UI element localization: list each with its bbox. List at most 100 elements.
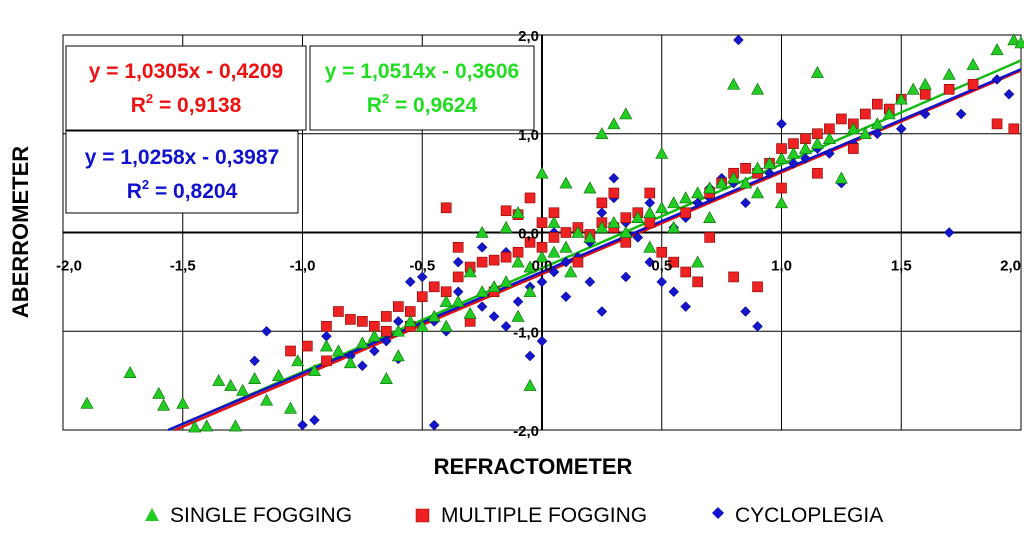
x-tick-label: 2,0 xyxy=(1000,258,1021,275)
r2-text: R2 = 0,9138 xyxy=(131,91,242,117)
point-single-fogging xyxy=(475,225,489,238)
point-single-fogging xyxy=(918,77,932,90)
point-single-fogging xyxy=(228,419,242,432)
point-cycloplegia xyxy=(752,320,763,332)
point-single-fogging xyxy=(1014,36,1024,49)
point-multiple-fogging xyxy=(524,237,536,248)
point-single-fogging xyxy=(499,275,513,288)
point-single-fogging xyxy=(691,186,705,199)
point-multiple-fogging xyxy=(476,256,488,268)
legend-diamond-icon xyxy=(712,507,724,519)
point-multiple-fogging xyxy=(668,256,680,268)
equation-box-single-fogging: y = 1,0514x - 0,3606 R2 = 0,9624 xyxy=(309,45,535,131)
point-single-fogging xyxy=(966,57,980,70)
point-single-fogging xyxy=(822,132,836,144)
point-cycloplegia xyxy=(380,335,392,347)
point-single-fogging xyxy=(763,156,777,169)
point-cycloplegia xyxy=(309,414,320,426)
point-single-fogging xyxy=(882,107,896,120)
point-single-fogging xyxy=(607,117,621,130)
data-points xyxy=(80,33,1024,433)
point-single-fogging xyxy=(152,386,166,399)
point-single-fogging xyxy=(559,240,573,253)
point-single-fogging xyxy=(667,196,681,209)
point-multiple-fogging xyxy=(871,98,883,110)
point-multiple-fogging xyxy=(500,251,512,263)
point-multiple-fogging xyxy=(740,163,751,174)
point-multiple-fogging xyxy=(560,227,572,238)
point-cycloplegia xyxy=(368,345,380,357)
point-single-fogging xyxy=(224,378,238,391)
legend-label-multiple-fogging: MULTIPLE FOGGING xyxy=(441,504,647,527)
point-cycloplegia xyxy=(620,271,632,283)
x-tick-label: 0,0 xyxy=(532,258,553,275)
point-multiple-fogging xyxy=(644,187,656,199)
point-single-fogging xyxy=(679,191,693,204)
point-cycloplegia xyxy=(416,271,428,283)
point-cycloplegia xyxy=(871,128,883,140)
x-tick-label: -2,0 xyxy=(56,258,82,275)
point-single-fogging xyxy=(319,339,333,352)
point-multiple-fogging xyxy=(680,207,692,219)
point-single-fogging xyxy=(583,230,597,243)
equation-text: y = 1,0514x - 0,3606 xyxy=(325,60,519,83)
point-single-fogging xyxy=(260,393,274,406)
point-single-fogging xyxy=(403,314,417,327)
point-cycloplegia xyxy=(776,118,787,130)
r2-text: R2 = 0,9624 xyxy=(367,91,478,117)
y-tick-label: 2,0 xyxy=(518,28,539,45)
point-single-fogging xyxy=(643,206,657,219)
point-cycloplegia xyxy=(512,296,524,307)
point-single-fogging xyxy=(571,225,585,238)
point-single-fogging xyxy=(619,225,633,238)
point-single-fogging xyxy=(564,265,578,278)
x-tick-label: -1,5 xyxy=(170,258,196,275)
point-multiple-fogging xyxy=(596,197,608,209)
point-single-fogging xyxy=(751,82,765,95)
point-single-fogging xyxy=(774,151,789,164)
point-cycloplegia xyxy=(740,197,751,209)
point-single-fogging xyxy=(751,186,765,199)
point-multiple-fogging xyxy=(728,271,739,283)
point-multiple-fogging xyxy=(345,314,356,325)
point-single-fogging xyxy=(391,349,405,362)
point-multiple-fogging xyxy=(572,256,584,268)
point-single-fogging xyxy=(523,378,537,391)
point-single-fogging xyxy=(667,220,681,233)
point-multiple-fogging xyxy=(452,271,464,283)
point-cycloplegia xyxy=(943,227,955,238)
point-cycloplegia xyxy=(955,108,967,120)
point-single-fogging xyxy=(595,127,609,140)
equation-text: y = 1,0305x - 0,4209 xyxy=(89,60,283,83)
y-tick-label: 0,0 xyxy=(518,226,539,243)
point-multiple-fogging xyxy=(812,167,823,179)
point-single-fogging xyxy=(291,354,305,367)
point-multiple-fogging xyxy=(381,311,392,322)
point-single-fogging xyxy=(463,306,477,319)
point-multiple-fogging xyxy=(285,345,296,357)
equation-box-cycloplegia: y = 1,0258x - 0,3987 R2 = 0,8204 xyxy=(65,130,299,214)
point-single-fogging xyxy=(331,344,345,357)
point-single-fogging xyxy=(595,220,609,233)
point-multiple-fogging xyxy=(836,113,847,125)
point-single-fogging xyxy=(475,285,489,298)
point-multiple-fogging xyxy=(620,237,632,248)
x-tick-label: 1,5 xyxy=(891,258,912,275)
point-cycloplegia xyxy=(1003,88,1015,100)
point-single-fogging xyxy=(487,280,501,293)
point-multiple-fogging xyxy=(776,182,787,194)
point-cycloplegia xyxy=(500,320,512,332)
point-single-fogging xyxy=(212,373,226,386)
point-cycloplegia xyxy=(452,256,464,268)
equation-text: y = 1,0258x - 0,3987 xyxy=(85,146,279,169)
point-single-fogging xyxy=(1007,33,1021,46)
point-cycloplegia xyxy=(800,153,811,164)
point-cycloplegia xyxy=(536,335,548,347)
point-single-fogging xyxy=(703,181,717,194)
axes xyxy=(63,35,1021,430)
point-cycloplegia xyxy=(476,241,488,253)
legend-label-cycloplegia: CYCLOPLEGIA xyxy=(735,504,883,527)
point-cycloplegia xyxy=(297,419,308,431)
point-single-fogging xyxy=(858,127,872,140)
point-cycloplegia xyxy=(584,276,596,288)
